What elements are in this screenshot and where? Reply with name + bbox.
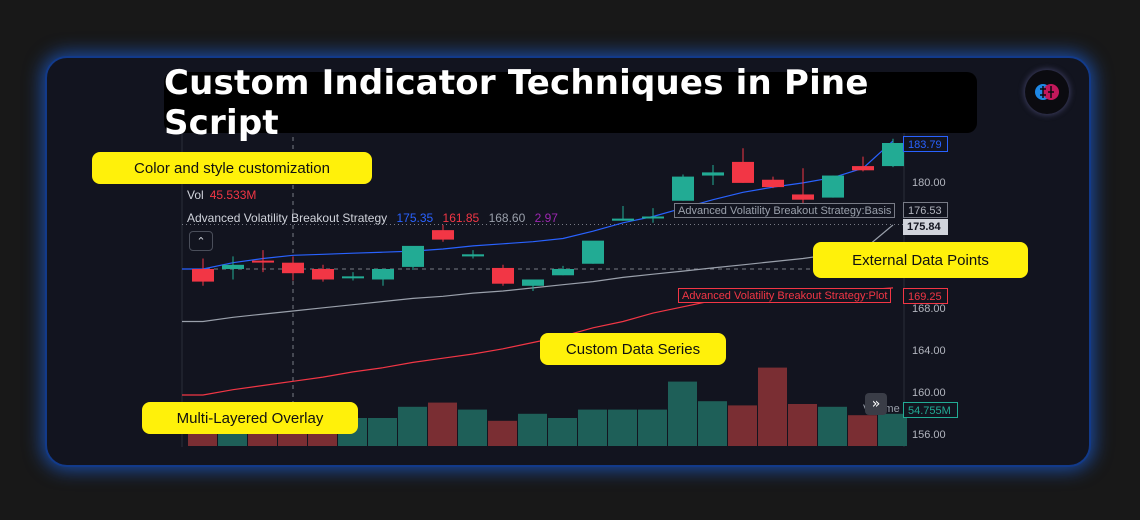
candle-body	[222, 264, 244, 269]
callout-external-data: External Data Points	[813, 242, 1028, 278]
strategy-name: Advanced Volatility Breakout Strategy	[187, 211, 388, 225]
volume-bar	[578, 409, 607, 446]
candle-body	[702, 172, 724, 176]
title-banner: Custom Indicator Techniques in Pine Scri…	[164, 63, 977, 143]
callout-color-style: Color and style customization	[92, 152, 372, 184]
callout-multi-layered: Multi-Layered Overlay	[142, 402, 358, 434]
basis-tag: Advanced Volatility Breakout Strategy:Ba…	[674, 203, 896, 218]
volume-bar	[788, 404, 817, 446]
strategy-value-4: 2.97	[534, 211, 558, 225]
candle-body	[552, 268, 574, 276]
plot-tag: Advanced Volatility Breakout Strategy:Pl…	[678, 288, 892, 303]
candle-body	[192, 268, 214, 282]
volume-value: 45.533M	[209, 188, 257, 202]
price-label-plot: 169.25	[903, 288, 948, 304]
volume-bar	[668, 381, 697, 446]
chevron-up-icon[interactable]: ⌃	[189, 231, 213, 251]
candle-body	[312, 268, 334, 280]
volume-bar	[758, 367, 787, 446]
price-label-last: 175.84	[903, 219, 948, 235]
candle-body	[822, 175, 844, 198]
price-label-volume: 54.755M	[903, 402, 958, 418]
axis-tick: 168.00	[912, 303, 946, 315]
strategy-legend[interactable]: Advanced Volatility Breakout Strategy 17…	[187, 211, 564, 225]
candle-body	[372, 268, 394, 280]
brain-logo-icon	[1025, 70, 1069, 114]
axis-tick: 156.00	[912, 429, 946, 441]
candle-body	[402, 245, 424, 267]
candle-body	[522, 279, 544, 286]
lower-band-line	[182, 224, 894, 323]
volume-bar	[458, 409, 487, 446]
volume-legend: Vol 45.533M	[187, 188, 262, 202]
volume-bar	[398, 406, 427, 446]
volume-bar	[608, 409, 637, 446]
price-label-band: 176.53	[903, 202, 948, 218]
page-title: Custom Indicator Techniques in Pine Scri…	[164, 62, 869, 143]
volume-bar	[488, 420, 517, 446]
volume-bar	[548, 418, 577, 446]
candle-body	[252, 260, 274, 263]
axis-tick: 180.00	[912, 177, 946, 189]
strategy-value-1: 175.35	[396, 211, 434, 225]
candle-body	[582, 240, 604, 264]
callout-custom-series: Custom Data Series	[540, 333, 726, 365]
double-chevron-right-icon[interactable]: »	[865, 393, 887, 415]
volume-bar	[518, 413, 547, 446]
price-label-basis: 183.79	[903, 136, 948, 152]
candle-body	[342, 276, 364, 279]
volume-bar	[878, 413, 907, 446]
candle-body	[852, 166, 874, 171]
candle-body	[612, 218, 634, 221]
candle-body	[462, 254, 484, 257]
volume-bar	[698, 401, 727, 446]
strategy-value-3: 168.60	[488, 211, 526, 225]
candle-body	[792, 194, 814, 200]
candle-body	[882, 142, 904, 167]
candle-body	[282, 262, 304, 274]
volume-label: Vol	[187, 188, 204, 202]
candle-body	[732, 161, 754, 183]
volume-bar	[848, 415, 877, 446]
volume-bar	[368, 418, 397, 446]
candle-body	[642, 216, 664, 219]
axis-tick: 164.00	[912, 345, 946, 357]
candle-body	[672, 176, 694, 201]
volume-bar	[638, 409, 667, 446]
volume-bar	[818, 406, 847, 446]
candle-body	[432, 230, 454, 240]
volume-bar	[728, 405, 757, 446]
candle-body	[762, 179, 784, 188]
volume-bar	[428, 402, 457, 446]
axis-tick: 160.00	[912, 387, 946, 399]
strategy-value-2: 161.85	[442, 211, 480, 225]
candle-body	[492, 267, 514, 284]
